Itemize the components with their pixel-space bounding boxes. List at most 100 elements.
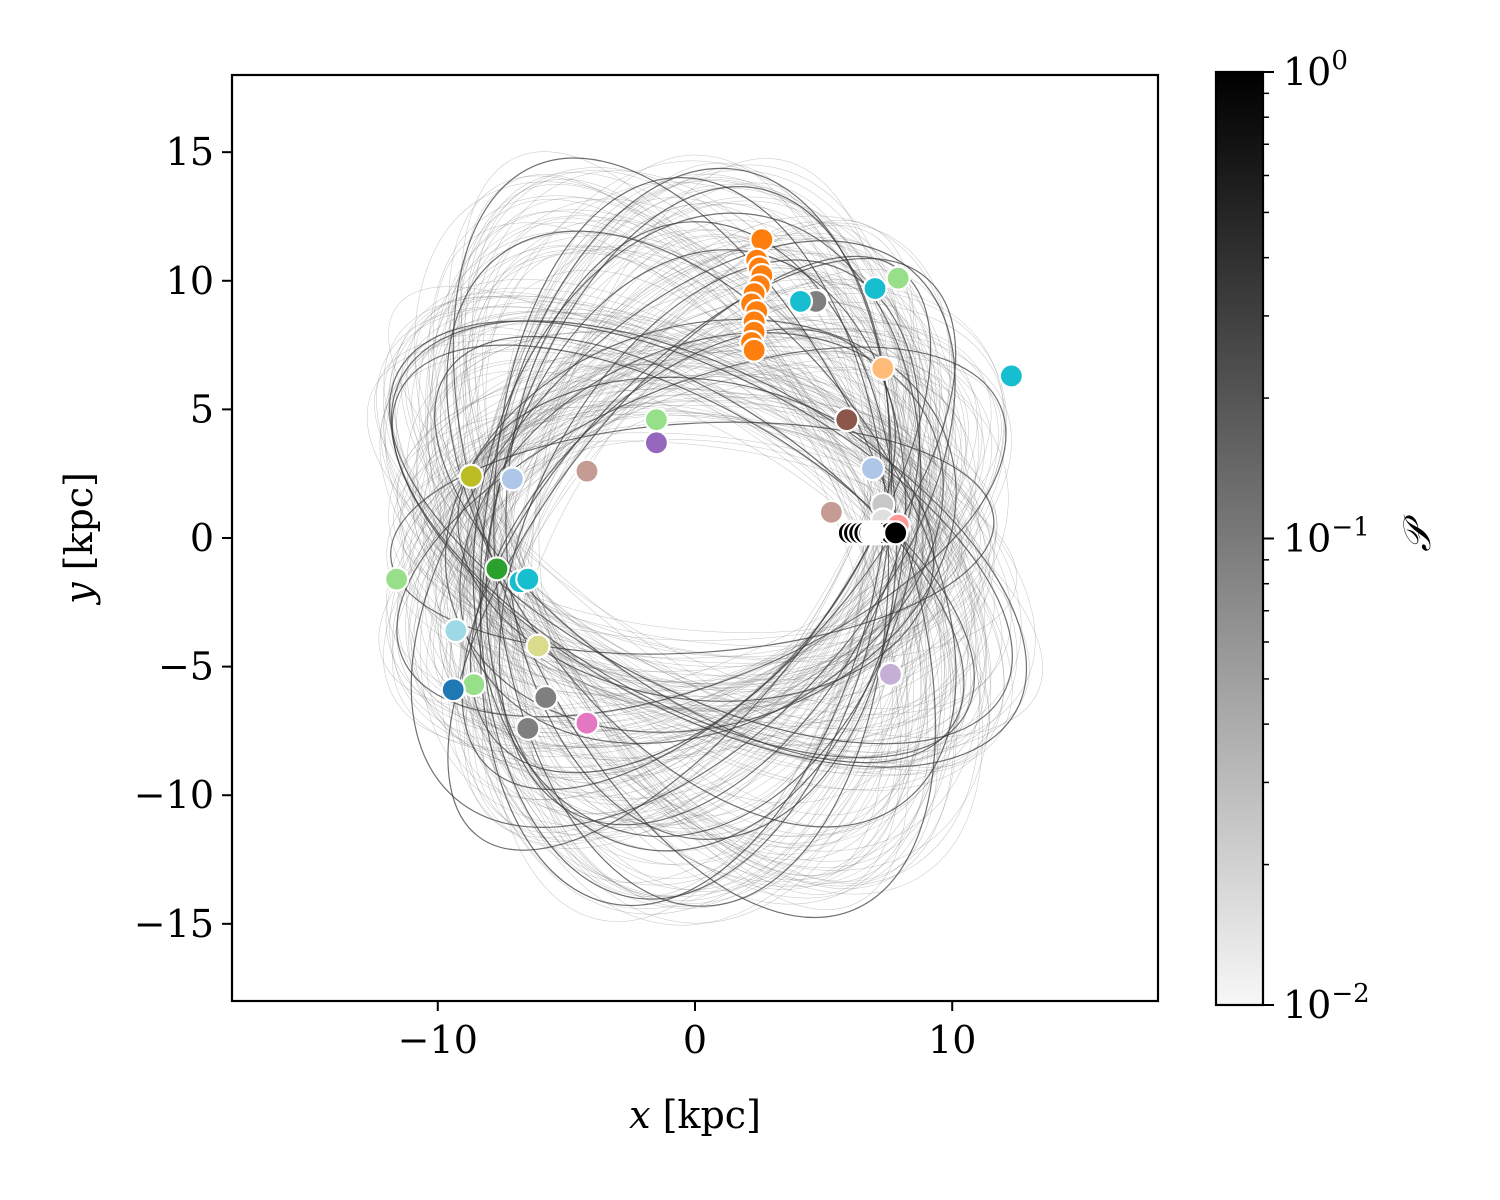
x-axis-label: x [kpc] xyxy=(629,1093,761,1137)
orbit-trace xyxy=(442,359,961,707)
orbit-trace xyxy=(396,317,987,759)
orbit-trace xyxy=(486,197,874,908)
scatter-point xyxy=(515,715,541,741)
orbit-trace xyxy=(443,211,941,862)
orbit-trace xyxy=(494,180,909,891)
orbit-trace xyxy=(508,203,866,879)
orbit-trace xyxy=(420,267,948,827)
scatter-point xyxy=(862,275,888,302)
orbit-trace xyxy=(392,279,986,790)
scatter-point xyxy=(859,455,886,482)
scatter-point xyxy=(440,677,466,703)
orbit-trace xyxy=(405,326,962,760)
orbit-trace xyxy=(396,346,1007,718)
scatter-point xyxy=(749,227,775,253)
scatter-point xyxy=(834,407,860,433)
scatter-point xyxy=(883,520,909,546)
scatter-point xyxy=(384,566,410,592)
orbit-trace xyxy=(413,284,1005,776)
y-axis-label: y [kpc] xyxy=(57,472,101,606)
orbit-trace xyxy=(425,232,991,871)
orbit-trace xyxy=(423,364,937,684)
orbit-trace xyxy=(400,295,992,764)
orbit-trace xyxy=(461,257,957,791)
orbit-trace xyxy=(411,310,987,741)
orbit-trace xyxy=(439,181,923,909)
orbit-trace xyxy=(457,222,950,841)
orbit-trace xyxy=(385,327,1012,734)
orbit-trace xyxy=(510,162,872,897)
orbit-trace xyxy=(469,246,893,844)
scatter-point xyxy=(643,407,670,433)
colorbar-gradient xyxy=(1216,72,1263,1005)
orbit-trace xyxy=(415,331,986,745)
orbit-trace xyxy=(457,376,935,702)
scatter-point xyxy=(515,566,541,592)
orbit-trace xyxy=(409,394,963,709)
y-tick-label: −5 xyxy=(158,645,214,689)
orbit-trace xyxy=(466,237,920,846)
orbit-trace xyxy=(427,234,976,838)
orbit-inner-gap xyxy=(612,462,803,614)
colorbar-tick-label: 100 xyxy=(1283,46,1348,94)
orbit-trace xyxy=(455,293,942,800)
orbit-trace xyxy=(400,349,996,709)
orbit-trace xyxy=(428,195,983,895)
x-tick-label: 0 xyxy=(683,1018,707,1062)
orbit-trace xyxy=(391,344,975,759)
orbit-trace xyxy=(416,330,946,729)
orbit-trace xyxy=(388,296,987,773)
y-tick-label: −10 xyxy=(134,773,214,817)
orbit-trace xyxy=(452,222,908,861)
orbit-trace xyxy=(518,219,873,828)
orbit-trace xyxy=(482,411,936,690)
y-tick-label: 15 xyxy=(166,130,214,174)
orbit-trace xyxy=(465,351,928,697)
scatter-point xyxy=(461,672,487,698)
orbit-trace xyxy=(477,269,923,836)
scatter-point xyxy=(859,520,886,546)
orbit-trace xyxy=(463,198,952,899)
orbit-trace xyxy=(366,339,1003,715)
orbit-trace xyxy=(430,244,930,804)
colorbar-label: 𝒫 xyxy=(1395,514,1439,552)
orbit-trace xyxy=(468,164,912,883)
orbit-trace xyxy=(392,319,999,757)
orbit-trace xyxy=(393,405,998,641)
orbit-trace xyxy=(429,350,962,722)
scatter-point xyxy=(574,710,600,736)
orbit-trace xyxy=(460,174,909,910)
orbit-trace xyxy=(405,299,966,768)
orbit-trace xyxy=(466,414,939,686)
orbit-trace xyxy=(473,232,941,822)
y-tick-label: 10 xyxy=(166,259,214,303)
orbit-trace xyxy=(456,160,924,905)
orbit-trace xyxy=(410,240,956,828)
orbit-trace xyxy=(401,388,991,676)
orbit-trace xyxy=(461,183,921,915)
x-axis-ticks: −10 0 10 xyxy=(398,1001,976,1062)
orbit-trace xyxy=(449,199,929,884)
scatter-point xyxy=(787,288,814,314)
orbit-trace xyxy=(465,170,945,881)
scatter-point xyxy=(443,617,469,644)
orbit-trace xyxy=(460,399,953,685)
orbit-trace xyxy=(443,404,947,681)
orbit-trace xyxy=(449,239,937,814)
orbit-trace xyxy=(411,369,985,729)
orbit-trace xyxy=(463,197,957,882)
orbit-trace xyxy=(495,234,910,833)
orbit-trace xyxy=(464,172,955,889)
orbit-trace xyxy=(386,401,981,692)
orbit-trace xyxy=(388,364,987,712)
orbit-trace xyxy=(378,355,1002,711)
orbit-trace xyxy=(389,287,1005,791)
orbit-trace xyxy=(396,380,995,724)
orbit-trace xyxy=(386,337,993,709)
orbit-trace xyxy=(472,212,922,838)
colorbar-ticks: 100 10−1 10−2 xyxy=(1263,46,1370,1027)
scatter-point xyxy=(643,430,670,456)
orbit-trace xyxy=(448,175,938,884)
orbit-trace xyxy=(383,296,1013,775)
